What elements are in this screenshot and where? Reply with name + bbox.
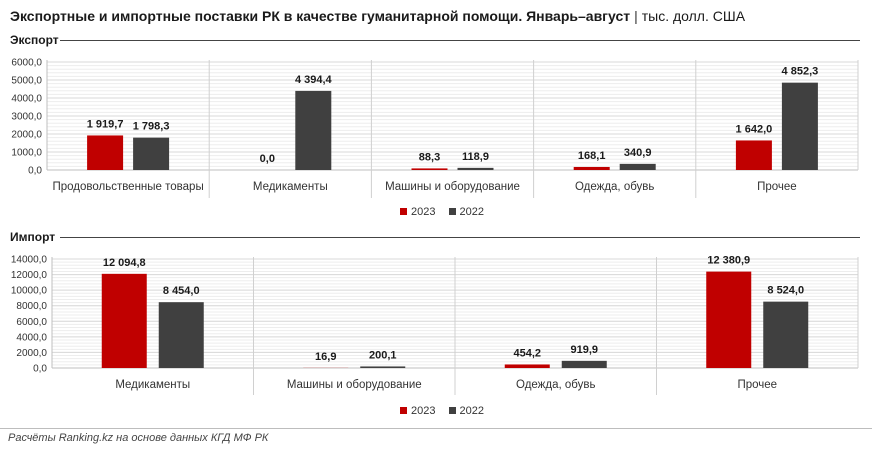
- data-label-2022: 8 454,0: [163, 285, 200, 297]
- data-label-2023: 0,0: [260, 153, 275, 165]
- import-section-rule: [60, 237, 860, 238]
- data-label-2022: 4 852,3: [782, 66, 819, 78]
- export-chart: 0,0 1000,0 2000,0 3000,0 4000,0 5000,0 6000,0 1…: [11, 58, 859, 198]
- bar-2022: [295, 90, 332, 170]
- data-label-2023: 1 642,0: [736, 123, 773, 135]
- data-label-2022: 919,9: [570, 344, 598, 356]
- legend-label-2022: 2022: [459, 405, 485, 417]
- legend-swatch-2023: [400, 208, 407, 215]
- import-legend: 2023 2022: [400, 405, 494, 417]
- bar-2022: [360, 366, 406, 368]
- data-label-2023: 12 094,8: [103, 257, 146, 269]
- title-main: Экспортные и импортные поставки РК в кач…: [10, 8, 631, 24]
- x-category-label: Машины и оборудование: [287, 379, 422, 391]
- bar-2022: [158, 302, 204, 368]
- data-label-2022: 8 524,0: [767, 285, 804, 297]
- bar-2022: [781, 82, 818, 170]
- y-tick-label: 12000,0: [11, 270, 48, 281]
- bar-2023: [411, 168, 448, 170]
- data-label-2023: 168,1: [578, 150, 606, 162]
- legend-entry-2023: 2023: [400, 206, 435, 218]
- import-section-label: Импорт: [10, 230, 56, 244]
- data-label-2023: 1 919,7: [87, 118, 124, 130]
- data-label-2022: 200,1: [369, 349, 397, 361]
- title-separator: |: [634, 8, 638, 24]
- bar-2022: [763, 301, 809, 368]
- data-label-2022: 340,9: [624, 147, 652, 159]
- bar-2023: [573, 166, 610, 170]
- legend-label-2023: 2023: [411, 405, 436, 417]
- bar-2022: [619, 163, 656, 170]
- x-category-label: Одежда, обувь: [516, 379, 595, 391]
- title-unit: тыс. долл. США: [641, 8, 746, 24]
- bar-2022: [133, 137, 170, 170]
- y-tick-label: 10000,0: [11, 286, 48, 297]
- bar-2022: [561, 360, 607, 368]
- chart-title: Экспортные и импортные поставки РК в кач…: [10, 5, 865, 29]
- x-category-label: Продовольственные товары: [52, 181, 203, 193]
- legend-label-2023: 2023: [411, 206, 436, 218]
- import-chart: 0,0 2000,0 4000,0 6000,0 8000,0 10000,0 12000,…: [11, 255, 859, 395]
- data-label-2023: 454,2: [513, 347, 541, 359]
- y-tick-label: 4000,0: [16, 332, 47, 343]
- export-section-rule: [60, 40, 860, 41]
- legend-swatch-2023: [400, 407, 407, 414]
- legend-entry-2023: 2023: [400, 405, 435, 417]
- x-category-label: Машины и оборудование: [385, 181, 520, 193]
- bar-2023: [101, 273, 147, 368]
- bar-2023: [735, 140, 772, 170]
- export-section-label: Экспорт: [10, 33, 59, 47]
- x-category-label: Прочее: [757, 181, 797, 193]
- legend-label-2022: 2022: [459, 206, 485, 218]
- data-label-2022: 118,9: [462, 151, 489, 163]
- source-footer: Расчёты Ranking.kz на основе данных КГД …: [8, 432, 269, 444]
- data-label-2023: 88,3: [419, 151, 440, 163]
- data-label-2022: 1 798,3: [133, 121, 170, 133]
- y-tick-label: 2000,0: [16, 348, 47, 359]
- y-tick-label: 4000,0: [11, 94, 42, 105]
- data-label-2023: 12 380,9: [707, 255, 750, 267]
- legend-swatch-2022: [448, 208, 456, 215]
- y-tick-label: 5000,0: [11, 76, 42, 87]
- export-legend: 2023 2022: [400, 206, 494, 218]
- footer-rule: [0, 428, 872, 429]
- x-category-label: Медикаменты: [115, 379, 190, 391]
- bar-2022: [457, 167, 494, 170]
- legend-swatch-2022: [448, 407, 456, 414]
- data-label-2022: 4 394,4: [295, 74, 333, 86]
- y-tick-label: 8000,0: [16, 301, 47, 312]
- bar-2023: [87, 135, 124, 170]
- x-category-label: Медикаменты: [253, 181, 328, 193]
- bar-2023: [706, 271, 752, 368]
- y-tick-label: 6000,0: [11, 58, 42, 69]
- y-tick-label: 6000,0: [16, 317, 47, 328]
- y-tick-label: 1000,0: [11, 148, 42, 159]
- y-tick-label: 2000,0: [11, 130, 42, 141]
- x-category-label: Прочее: [737, 379, 777, 391]
- y-tick-label: 14000,0: [11, 255, 48, 266]
- y-tick-label: 0,0: [33, 364, 47, 375]
- y-tick-label: 3000,0: [11, 112, 42, 123]
- legend-entry-2022: 2022: [448, 405, 485, 417]
- data-label-2023: 16,9: [315, 351, 336, 363]
- bar-2023: [504, 364, 550, 368]
- y-tick-label: 0,0: [28, 166, 42, 177]
- legend-entry-2022: 2022: [448, 206, 485, 218]
- x-category-label: Одежда, обувь: [575, 181, 654, 193]
